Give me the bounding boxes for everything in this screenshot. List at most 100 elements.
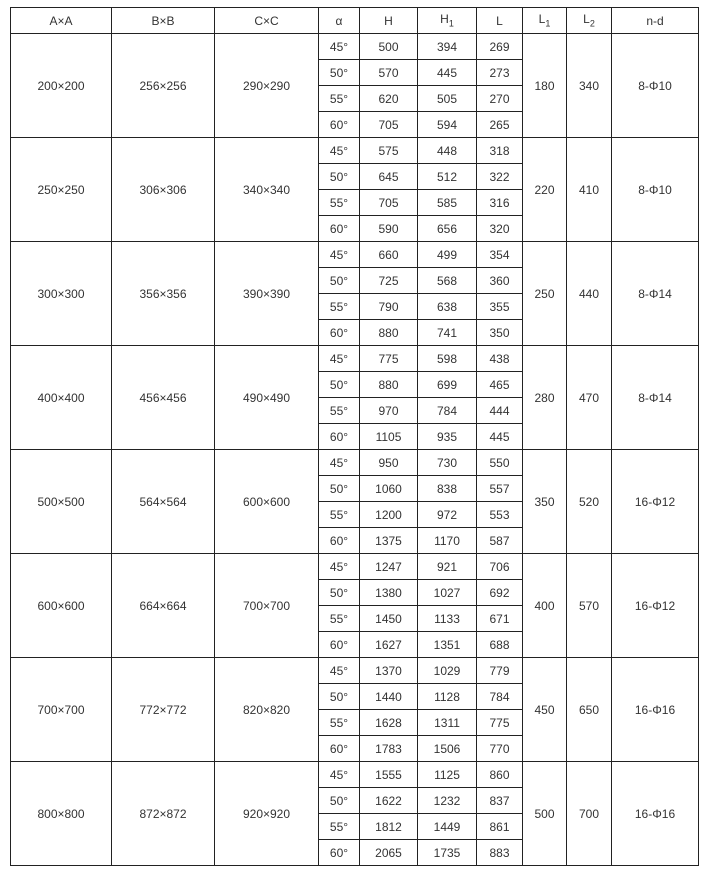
cell-h1: 1125: [417, 761, 477, 788]
cell-h1: 656: [417, 215, 477, 242]
cell-h1: 741: [417, 319, 477, 346]
cell-h1: 568: [417, 267, 477, 294]
cell-alpha: 60°: [318, 631, 360, 658]
cell-h1: 1027: [417, 579, 477, 606]
cell-alpha: 60°: [318, 111, 360, 138]
table-row: 50° 1440 1128 784: [11, 683, 699, 710]
header-l2: L2: [566, 7, 612, 34]
cell-l2: 470: [566, 345, 612, 450]
cell-alpha: 55°: [318, 85, 360, 112]
cell-h: 970: [359, 397, 418, 424]
cell-h: 1105: [359, 423, 418, 450]
cell-c: 820×820: [214, 657, 319, 762]
cell-l: 779: [476, 657, 523, 684]
cell-l: 320: [476, 215, 523, 242]
cell-c: 490×490: [214, 345, 319, 450]
cell-l: 671: [476, 605, 523, 632]
cell-h: 1370: [359, 657, 418, 684]
table-row: 55° 705 585 316: [11, 189, 699, 216]
cell-l1: 250: [522, 241, 567, 346]
cell-alpha: 50°: [318, 59, 360, 86]
cell-h1: 1133: [417, 605, 477, 632]
header-bxb: B×B: [111, 7, 215, 34]
table-row: 55° 790 638 355: [11, 293, 699, 320]
cell-alpha: 45°: [318, 657, 360, 684]
cell-l2: 440: [566, 241, 612, 346]
cell-c: 600×600: [214, 449, 319, 554]
cell-h: 645: [359, 163, 418, 190]
cell-alpha: 60°: [318, 319, 360, 346]
cell-b: 356×356: [111, 241, 215, 346]
cell-h: 2065: [359, 839, 418, 866]
cell-l: 318: [476, 137, 523, 164]
cell-alpha: 50°: [318, 371, 360, 398]
header-l2-label: L2: [583, 12, 595, 29]
cell-n-d: 8-Φ14: [611, 345, 699, 450]
cell-l: 688: [476, 631, 523, 658]
cell-n-d: 8-Φ10: [611, 137, 699, 242]
cell-a: 600×600: [10, 553, 112, 658]
cell-h: 570: [359, 59, 418, 86]
cell-h1: 394: [417, 33, 477, 60]
cell-alpha: 50°: [318, 579, 360, 606]
cell-h: 1200: [359, 501, 418, 528]
cell-h: 790: [359, 293, 418, 320]
header-cxc: C×C: [214, 7, 319, 34]
cell-l: 270: [476, 85, 523, 112]
cell-l2: 700: [566, 761, 612, 866]
cell-h1: 1506: [417, 735, 477, 762]
cell-h: 725: [359, 267, 418, 294]
cell-h1: 445: [417, 59, 477, 86]
cell-l1: 350: [522, 449, 567, 554]
cell-a: 500×500: [10, 449, 112, 554]
cell-a: 700×700: [10, 657, 112, 762]
cell-l: 360: [476, 267, 523, 294]
cell-l1: 280: [522, 345, 567, 450]
cell-b: 256×256: [111, 33, 215, 138]
cell-h: 590: [359, 215, 418, 242]
cell-alpha: 45°: [318, 553, 360, 580]
cell-h: 1783: [359, 735, 418, 762]
cell-l2: 520: [566, 449, 612, 554]
cell-l2: 650: [566, 657, 612, 762]
cell-l: 444: [476, 397, 523, 424]
cell-c: 290×290: [214, 33, 319, 138]
cell-alpha: 55°: [318, 293, 360, 320]
cell-alpha: 55°: [318, 813, 360, 840]
table-row: 50° 725 568 360: [11, 267, 699, 294]
header-l1: L1: [522, 7, 567, 34]
cell-l: 354: [476, 241, 523, 268]
cell-b: 306×306: [111, 137, 215, 242]
cell-h1: 921: [417, 553, 477, 580]
cell-l: 350: [476, 319, 523, 346]
cell-alpha: 50°: [318, 475, 360, 502]
table-row: 250×250 306×306 340×340 45° 575 448 318 220 410 8…: [10, 137, 699, 242]
header-h1: H1: [417, 7, 477, 34]
cell-h1: 594: [417, 111, 477, 138]
cell-l: 550: [476, 449, 523, 476]
cell-b: 872×872: [111, 761, 215, 866]
header-l: L: [476, 7, 523, 34]
cell-l: 860: [476, 761, 523, 788]
cell-alpha: 55°: [318, 501, 360, 528]
cell-h: 500: [359, 33, 418, 60]
header-l1-label: L1: [538, 12, 551, 29]
cell-h1: 730: [417, 449, 477, 476]
dimensions-table: A×A B×B C×C α H H1 L L1 L2 n-d 200×200 25…: [10, 7, 699, 866]
cell-b: 664×664: [111, 553, 215, 658]
cell-l: 770: [476, 735, 523, 762]
cell-c: 920×920: [214, 761, 319, 866]
cell-l: 553: [476, 501, 523, 528]
cell-n-d: 16-Φ12: [611, 449, 699, 554]
cell-l2: 410: [566, 137, 612, 242]
cell-n-d: 16-Φ16: [611, 761, 699, 866]
cell-l: 465: [476, 371, 523, 398]
cell-l: 438: [476, 345, 523, 372]
cell-alpha: 55°: [318, 397, 360, 424]
header-n-d: n-d: [611, 7, 699, 34]
cell-h: 1627: [359, 631, 418, 658]
table-row: 55° 620 505 270: [11, 85, 699, 112]
cell-alpha: 60°: [318, 527, 360, 554]
header-h1-label: H1: [440, 12, 454, 29]
cell-alpha: 50°: [318, 683, 360, 710]
